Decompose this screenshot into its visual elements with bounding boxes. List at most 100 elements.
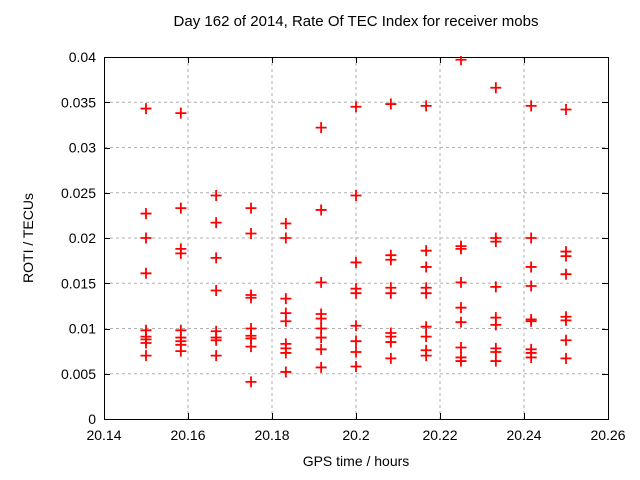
data-point bbox=[420, 100, 432, 112]
y-tick-label: 0.005 bbox=[61, 366, 96, 382]
plot-border-and-ticks bbox=[104, 57, 609, 420]
data-point bbox=[175, 345, 187, 357]
data-point bbox=[350, 320, 362, 332]
data-point bbox=[175, 247, 187, 259]
data-point bbox=[560, 103, 572, 115]
data-point bbox=[210, 350, 222, 362]
data-point bbox=[455, 355, 467, 367]
y-tick-label: 0.02 bbox=[69, 230, 96, 246]
data-point bbox=[420, 350, 432, 362]
data-point bbox=[280, 293, 292, 305]
data-point bbox=[385, 98, 397, 110]
data-point bbox=[420, 331, 432, 343]
data-point bbox=[385, 254, 397, 266]
data-point bbox=[140, 232, 152, 244]
data-point bbox=[175, 107, 187, 119]
data-point bbox=[420, 261, 432, 273]
x-tick-label: 20.18 bbox=[254, 427, 289, 443]
data-point bbox=[350, 189, 362, 201]
data-point bbox=[315, 313, 327, 325]
data-point bbox=[280, 366, 292, 378]
data-point bbox=[525, 315, 537, 327]
data-point bbox=[280, 232, 292, 244]
data-points bbox=[140, 56, 572, 388]
data-point bbox=[420, 321, 432, 333]
data-point bbox=[560, 352, 572, 364]
data-point bbox=[385, 352, 397, 364]
data-point bbox=[455, 243, 467, 255]
data-point bbox=[350, 335, 362, 347]
x-axis-label: GPS time / hours bbox=[302, 453, 410, 469]
data-point bbox=[560, 250, 572, 262]
data-point bbox=[315, 204, 327, 216]
data-point bbox=[490, 355, 502, 367]
data-point bbox=[385, 287, 397, 299]
data-point bbox=[140, 350, 152, 362]
data-point bbox=[280, 218, 292, 230]
data-point bbox=[525, 100, 537, 112]
x-tick-label: 20.26 bbox=[590, 427, 625, 443]
x-tick-label: 20.24 bbox=[506, 427, 541, 443]
data-point bbox=[385, 336, 397, 348]
data-point bbox=[315, 361, 327, 373]
data-point bbox=[210, 217, 222, 229]
data-point bbox=[210, 252, 222, 264]
data-point bbox=[245, 341, 257, 353]
data-point bbox=[420, 287, 432, 299]
data-point bbox=[525, 351, 537, 363]
data-point bbox=[140, 103, 152, 115]
y-tick-label: 0.03 bbox=[69, 140, 96, 156]
data-point bbox=[315, 276, 327, 288]
data-point bbox=[455, 342, 467, 354]
data-point bbox=[525, 280, 537, 292]
data-point bbox=[175, 202, 187, 214]
data-point bbox=[455, 316, 467, 328]
data-point bbox=[280, 315, 292, 327]
x-tick-label: 20.14 bbox=[86, 427, 121, 443]
x-tick-label: 20.16 bbox=[170, 427, 205, 443]
data-point bbox=[350, 361, 362, 373]
data-point bbox=[455, 56, 467, 66]
data-point bbox=[210, 189, 222, 201]
data-point bbox=[490, 319, 502, 331]
x-tick-label: 20.22 bbox=[422, 427, 457, 443]
data-point bbox=[525, 232, 537, 244]
data-point bbox=[315, 332, 327, 344]
y-tick-label: 0.025 bbox=[61, 185, 96, 201]
data-point bbox=[245, 202, 257, 214]
data-point bbox=[350, 256, 362, 268]
data-point bbox=[140, 337, 152, 349]
data-point bbox=[420, 245, 432, 257]
y-tick-label: 0 bbox=[88, 411, 96, 427]
x-tick-label: 20.2 bbox=[342, 427, 369, 443]
data-point bbox=[140, 208, 152, 220]
data-point bbox=[210, 334, 222, 346]
y-tick-label: 0.04 bbox=[69, 49, 96, 65]
data-point bbox=[560, 268, 572, 280]
data-point bbox=[490, 236, 502, 248]
data-point bbox=[280, 347, 292, 359]
data-point bbox=[490, 82, 502, 94]
data-point bbox=[455, 276, 467, 288]
data-point bbox=[560, 334, 572, 346]
data-point bbox=[455, 302, 467, 314]
data-point bbox=[245, 227, 257, 239]
y-tick-label: 0.01 bbox=[69, 321, 96, 337]
data-point bbox=[350, 101, 362, 113]
data-point bbox=[210, 284, 222, 296]
data-point bbox=[350, 346, 362, 358]
chart-title: Day 162 of 2014, Rate Of TEC Index for r… bbox=[173, 13, 539, 30]
data-point bbox=[245, 292, 257, 304]
data-point bbox=[525, 261, 537, 273]
data-point bbox=[315, 122, 327, 134]
data-point bbox=[245, 376, 257, 388]
data-point bbox=[560, 314, 572, 326]
data-point bbox=[350, 287, 362, 299]
data-point bbox=[490, 281, 502, 293]
data-point bbox=[315, 343, 327, 355]
y-tick-label: 0.035 bbox=[61, 94, 96, 110]
data-point bbox=[140, 267, 152, 279]
tick-labels: 20.14 20.16 20.18 20.2 20.22 20.24 20.26 0 0.005… bbox=[61, 49, 626, 443]
